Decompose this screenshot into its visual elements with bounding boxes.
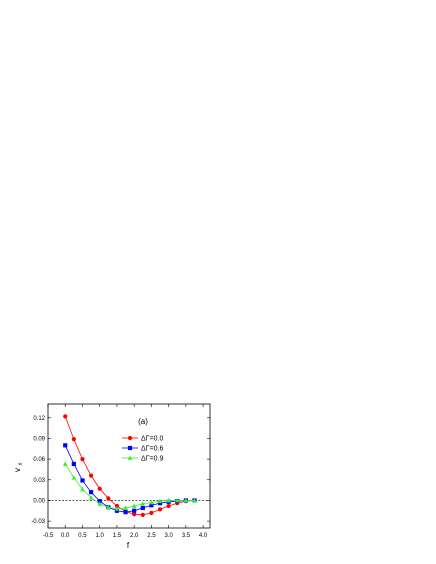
data-point (114, 506, 120, 511)
series-2 (62, 461, 197, 511)
y-tick-label: 0.09 (33, 436, 45, 442)
data-point (123, 505, 128, 510)
data-point (71, 461, 76, 467)
x-tick-label: -0.5 (43, 533, 54, 539)
data-point (88, 490, 94, 495)
data-point (106, 496, 111, 501)
data-point (140, 512, 145, 518)
data-point (62, 461, 68, 466)
data-point (132, 512, 137, 517)
x-tick-label: 0.5 (78, 533, 87, 539)
y-axis-label-subscript: x (18, 463, 24, 466)
data-point (166, 497, 171, 503)
legend: ΔΓ=0.0 ΔΓ=0.6 ΔΓ=0.9 (122, 436, 163, 463)
data-point (183, 497, 189, 503)
data-point (140, 501, 146, 506)
data-point (131, 503, 137, 508)
data-point (157, 501, 163, 506)
legend-entry: ΔΓ=0.0 (122, 436, 163, 443)
data-point (157, 507, 163, 512)
data-point (71, 437, 76, 442)
data-point (88, 473, 94, 478)
y-tick-label: 0.03 (33, 478, 45, 484)
legend-entry: ΔΓ=0.6 (122, 446, 163, 453)
legend-label: ΔΓ=0.0 (141, 436, 163, 443)
y-tick-label: 0.00 (33, 498, 45, 504)
x-tick-label: 0.0 (61, 533, 70, 539)
data-point (97, 499, 102, 504)
data-point (97, 501, 103, 506)
x-tick-label: 2.5 (147, 533, 156, 539)
tick-layer: -0.5 0.0 0.5 1.0 1.5 2.0 2.5 3.0 3.5 4.0 0.12 0.09 0… (31, 404, 210, 539)
data-point (80, 457, 85, 462)
legend-entry: ΔΓ=0.9 (122, 455, 163, 463)
data-point (149, 499, 154, 505)
x-tick-label: 2.0 (130, 533, 139, 539)
data-point (192, 497, 197, 503)
x-tick-label: 1.0 (96, 533, 105, 539)
data-point (63, 443, 68, 448)
data-point (114, 508, 120, 513)
data-point (157, 498, 163, 504)
x-axis-label: f (127, 541, 130, 550)
x-tick-label: 1.5 (113, 533, 122, 539)
data-point (80, 478, 85, 483)
panel-annotation: (a) (138, 417, 148, 426)
data-point (149, 510, 154, 515)
data-point (140, 505, 145, 511)
legend-label: ΔΓ=0.9 (141, 456, 163, 463)
data-point (71, 475, 77, 480)
data-point (106, 504, 111, 510)
y-tick-label: -0.03 (31, 519, 45, 525)
legend-marker (127, 445, 133, 451)
data-point (166, 503, 171, 509)
data-point (123, 510, 128, 515)
data-point (174, 497, 180, 503)
plot-frame (47, 403, 211, 529)
data-point (88, 495, 94, 500)
x-tick-label: 3.0 (164, 533, 173, 539)
x-tick-label: 4.0 (199, 533, 208, 539)
series-line (64, 416, 195, 516)
legend-marker (127, 435, 133, 441)
series-line (64, 445, 195, 513)
data-point (114, 503, 120, 509)
legend-label: ΔΓ=0.6 (141, 446, 163, 453)
y-tick-label: 0.06 (33, 457, 45, 463)
y-tick-label: 0.12 (33, 416, 45, 422)
legend-marker (127, 455, 133, 460)
x-tick-label: 3.5 (182, 533, 191, 539)
data-point (97, 486, 102, 491)
y-axis-label-main: v (13, 468, 22, 472)
y-axis-label: v x (13, 463, 24, 473)
data-point (149, 503, 154, 508)
data-point (63, 414, 68, 419)
series-line (64, 463, 195, 510)
data-point (132, 508, 137, 513)
series-layer (62, 414, 197, 518)
data-point (80, 486, 85, 492)
